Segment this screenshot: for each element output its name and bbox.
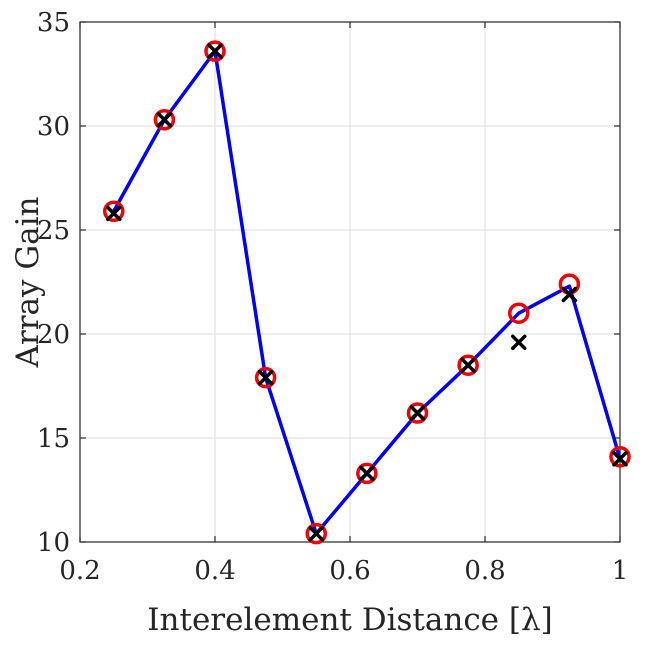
x-tick-label: 1 <box>612 556 629 586</box>
x-axis-label: Interelement Distance [λ] <box>147 602 552 638</box>
y-tick-label: 20 <box>37 320 70 350</box>
circle-marker <box>204 40 226 62</box>
y-tick-label: 30 <box>37 112 70 142</box>
x-tick-label: 0.4 <box>194 556 235 586</box>
circle-marker <box>103 200 125 223</box>
ticks <box>79 21 621 543</box>
x-tick-label: 0.6 <box>329 556 370 586</box>
circle-marker <box>153 109 176 131</box>
tick-labels: 0.2 0.4 0.6 0.8 1 10 15 20 25 30 35 <box>37 8 628 586</box>
x-marker <box>612 451 628 467</box>
circle-marker <box>356 462 378 485</box>
x-marker <box>308 525 324 542</box>
circle-marker <box>457 354 479 376</box>
circle-marker <box>305 522 327 545</box>
x-marker <box>359 465 375 482</box>
x-marker <box>561 286 578 303</box>
y-axis-label: Array Gain <box>10 196 46 368</box>
grid <box>80 22 620 542</box>
circle-marker <box>254 366 277 389</box>
circle-marker <box>609 445 631 468</box>
x-marker <box>207 43 223 59</box>
x-marker <box>106 205 122 222</box>
y-tick-label: 15 <box>37 424 70 454</box>
x-marker <box>257 369 274 386</box>
y-tick-label: 35 <box>37 8 70 38</box>
y-tick-label: 25 <box>37 216 70 246</box>
series-line <box>112 49 622 536</box>
series-layer <box>103 40 631 545</box>
x-marker <box>409 405 426 421</box>
x-marker <box>460 357 476 373</box>
x-marker <box>156 112 173 128</box>
circle-marker <box>406 402 429 424</box>
x-tick-label: 0.8 <box>464 556 505 586</box>
circle-marker <box>508 302 530 324</box>
y-tick-label: 10 <box>37 528 70 558</box>
x-tick-label: 0.2 <box>59 556 100 586</box>
x-marker <box>511 334 527 351</box>
